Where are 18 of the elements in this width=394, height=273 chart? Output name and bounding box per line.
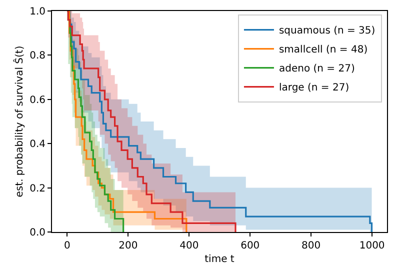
y-tick-label: 0.8 (30, 50, 46, 62)
y-tick-label: 0.6 (30, 94, 46, 106)
legend-label: adeno (n = 27) (278, 64, 355, 75)
legend-label: squamous (n = 35) (278, 26, 376, 37)
x-tick-label: 600 (240, 240, 260, 252)
y-axis-title: est. probability of survival Ŝ(t) (12, 46, 26, 198)
y-tick-label: 0.2 (30, 183, 46, 194)
x-tick-label: 1000 (359, 240, 385, 252)
y-tick-label: 1.0 (30, 6, 46, 18)
y-tick-label: 0.0 (30, 228, 46, 238)
x-tick-label: 400 (180, 240, 199, 252)
x-tick-label: 200 (118, 240, 138, 252)
legend-label: large (n = 27) (278, 82, 350, 94)
x-axis-title: time t (204, 254, 234, 265)
x-tick-label: 800 (302, 240, 321, 252)
legend-label: smallcell (n = 48) (278, 44, 368, 56)
x-tick-label: 0 (64, 240, 70, 252)
y-tick-label: 0.4 (30, 139, 46, 150)
